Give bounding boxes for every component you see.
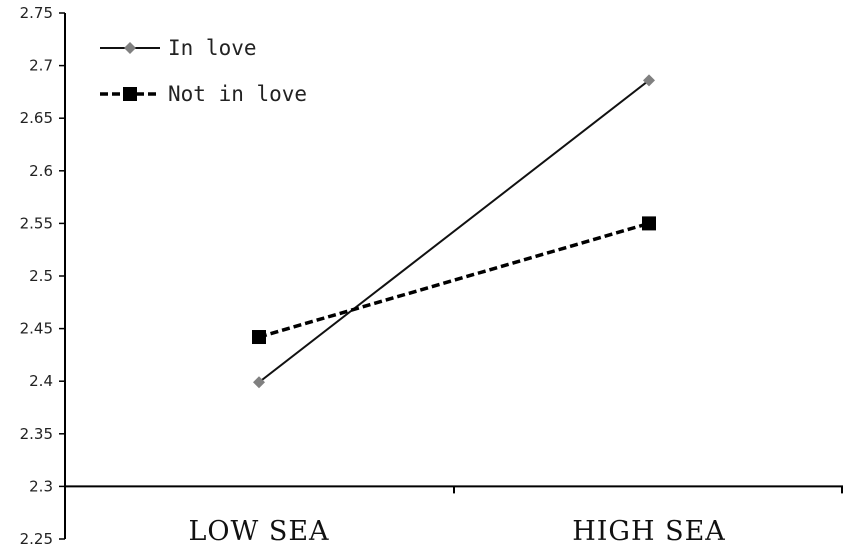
data-point-not-in-love-low-sea [252,330,266,345]
legend-marker-diamond [124,42,136,54]
x-axis-ticks [453,486,843,494]
y-tick-label: 2.7 [29,57,53,75]
legend-label-not-in-love: Not in love [168,82,307,106]
y-tick-label: 2.25 [20,530,53,548]
x-tick-label-high-sea: HIGH SEA [572,516,726,547]
y-tick-label: 2.65 [20,109,53,127]
y-tick-label: 2.3 [29,477,53,495]
data-point-not-in-love-high-sea [642,216,656,231]
legend-item-in-love: In love [100,36,257,60]
y-tick-label: 2.6 [29,162,53,180]
legend-marker-square [123,87,137,101]
y-tick-label: 2.4 [29,372,53,390]
y-tick-label: 2.75 [20,4,53,22]
y-tick-label: 2.5 [29,267,53,285]
series-layer [252,74,656,389]
legend-label-in-love: In love [168,36,257,60]
y-tick-label: 2.45 [20,320,53,338]
series-line-not-in-love [258,221,650,339]
x-tick-label-low-sea: LOW SEA [188,516,329,547]
legend: In love Not in love [100,36,307,106]
data-point-in-love-high-sea [643,74,655,87]
legend-item-not-in-love: Not in love [100,82,307,106]
series-line-in-love [258,79,650,384]
y-tick-label: 2.55 [20,214,53,232]
y-axis-ticks: 2.25 2.3 2.35 2.4 2.45 2.5 2.55 2.6 2.65 2.7 2.75 [20,4,65,548]
data-point-in-love-low-sea [253,376,265,389]
y-tick-label: 2.35 [20,425,53,443]
